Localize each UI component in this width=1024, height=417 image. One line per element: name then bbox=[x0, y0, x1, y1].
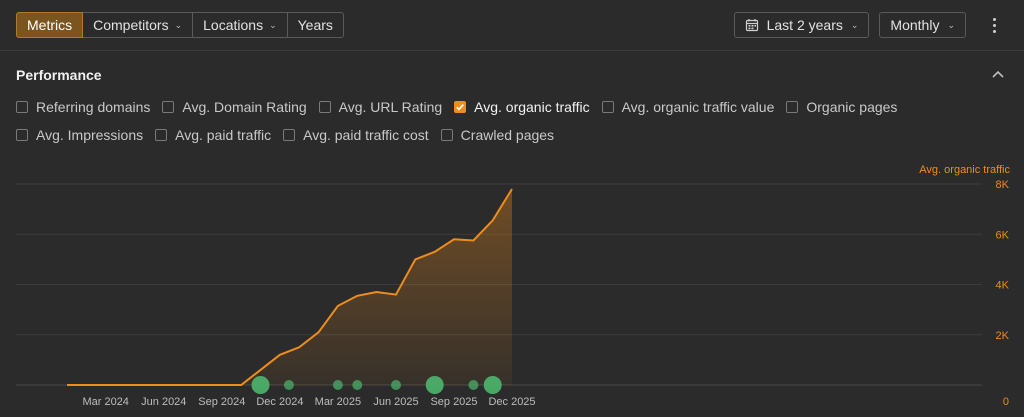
metric-label: Avg. URL Rating bbox=[338, 99, 443, 115]
event-marker[interactable] bbox=[483, 376, 502, 394]
checkbox[interactable] bbox=[16, 129, 28, 141]
toolbar: Metrics Competitors ⌄ Locations ⌄ Years bbox=[0, 0, 1024, 51]
interval-label: Monthly bbox=[890, 17, 940, 33]
metric-referring-domains[interactable]: Referring domains bbox=[16, 99, 150, 115]
y-tick-label: 8K bbox=[996, 179, 1010, 191]
checkbox[interactable] bbox=[601, 101, 614, 113]
interval-dropdown[interactable]: Monthly ⌄ bbox=[879, 12, 966, 38]
series-line bbox=[67, 188, 513, 386]
checkbox[interactable] bbox=[162, 101, 175, 113]
period-dropdown[interactable]: Last 2 years ⌄ bbox=[733, 12, 870, 38]
checkbox[interactable] bbox=[318, 101, 331, 113]
event-marker[interactable] bbox=[283, 380, 294, 390]
organic-traffic-chart: Mar 2024 Jun 2024 Sep 2024 Dec 2024 Mar 2025… bbox=[16, 164, 1010, 408]
metric-crawled-pages[interactable]: Crawled pages bbox=[440, 127, 555, 143]
tab-label: Years bbox=[297, 17, 333, 33]
event-marker[interactable] bbox=[251, 376, 270, 394]
checkbox[interactable] bbox=[16, 101, 28, 113]
x-tick-label: Jun 2024 bbox=[141, 396, 186, 408]
metric-avg-impressions[interactable]: Avg. Impressions bbox=[16, 127, 143, 143]
chevron-down-icon: ⌄ bbox=[269, 19, 277, 30]
event-marker[interactable] bbox=[391, 380, 401, 390]
metric-label: Crawled pages bbox=[460, 127, 555, 143]
more-options-icon[interactable] bbox=[984, 12, 1004, 38]
y-tick-label: 2K bbox=[996, 330, 1010, 342]
chevron-down-icon: ⌄ bbox=[947, 19, 955, 30]
metric-avg-organic-traffic-value[interactable]: Avg. organic traffic value bbox=[601, 99, 775, 115]
metric-avg-domain-rating[interactable]: Avg. Domain Rating bbox=[162, 99, 307, 115]
tab-label: Locations bbox=[203, 17, 264, 33]
chevron-up-icon[interactable] bbox=[990, 66, 1006, 82]
x-tick-label: Jun 2025 bbox=[373, 396, 418, 408]
x-tick-label: Sep 2024 bbox=[198, 396, 245, 408]
metric-avg-paid-traffic[interactable]: Avg. paid traffic bbox=[155, 127, 271, 143]
section-title: Performance bbox=[16, 67, 102, 83]
checkbox[interactable] bbox=[155, 129, 168, 141]
x-tick-label: Dec 2024 bbox=[256, 396, 303, 408]
y-axis-title: Avg. organic traffic bbox=[919, 164, 1010, 176]
chevron-down-icon: ⌄ bbox=[850, 19, 859, 30]
checkmark-icon bbox=[456, 104, 465, 111]
x-tick-label: Mar 2025 bbox=[315, 396, 361, 408]
calendar-icon bbox=[745, 19, 758, 32]
tab-label: Competitors bbox=[93, 17, 169, 33]
checkbox[interactable] bbox=[440, 129, 453, 141]
metric-avg-url-rating[interactable]: Avg. URL Rating bbox=[318, 99, 443, 115]
period-label: Last 2 years bbox=[766, 17, 843, 33]
toolbar-right: Last 2 years ⌄ Monthly ⌄ bbox=[733, 12, 1004, 38]
metrics-row-2: Avg. Impressions Avg. paid traffic Avg. … bbox=[16, 127, 554, 143]
tab-label: Metrics bbox=[27, 17, 73, 33]
metric-label: Avg. organic traffic value bbox=[621, 99, 775, 115]
event-marker[interactable] bbox=[352, 380, 363, 390]
tab-locations[interactable]: Locations ⌄ bbox=[193, 12, 288, 38]
x-tick-label: Dec 2025 bbox=[488, 396, 535, 408]
y-tick-label: 0 bbox=[1003, 396, 1009, 408]
series-area bbox=[67, 189, 512, 385]
metric-label: Avg. Domain Rating bbox=[182, 99, 307, 115]
metric-label: Avg. organic traffic bbox=[474, 99, 590, 115]
checkbox[interactable] bbox=[283, 129, 296, 141]
tab-competitors[interactable]: Competitors ⌄ bbox=[83, 12, 194, 38]
x-tick-label: Mar 2024 bbox=[82, 396, 128, 408]
view-segmented-control: Metrics Competitors ⌄ Locations ⌄ Years bbox=[16, 12, 344, 38]
metric-label: Organic pages bbox=[806, 99, 898, 115]
checkbox[interactable] bbox=[786, 101, 799, 113]
metrics-row-1: Referring domains Avg. Domain Rating Avg… bbox=[16, 99, 897, 115]
tab-metrics[interactable]: Metrics bbox=[16, 12, 84, 38]
chevron-down-icon: ⌄ bbox=[174, 19, 183, 30]
metric-label: Referring domains bbox=[36, 99, 151, 115]
metric-label: Avg. Impressions bbox=[36, 127, 144, 143]
event-marker[interactable] bbox=[332, 380, 343, 390]
y-tick-label: 4K bbox=[996, 280, 1010, 292]
y-tick-label: 6K bbox=[996, 229, 1010, 241]
checkbox-checked[interactable] bbox=[454, 101, 467, 113]
metric-organic-pages[interactable]: Organic pages bbox=[786, 99, 897, 115]
metric-avg-organic-traffic[interactable]: Avg. organic traffic bbox=[454, 99, 590, 115]
x-tick-label: Sep 2025 bbox=[430, 396, 477, 408]
metric-label: Avg. paid traffic cost bbox=[303, 127, 429, 143]
event-marker[interactable] bbox=[425, 376, 444, 394]
metric-label: Avg. paid traffic bbox=[175, 127, 272, 143]
metric-avg-paid-traffic-cost[interactable]: Avg. paid traffic cost bbox=[283, 127, 429, 143]
event-marker[interactable] bbox=[468, 380, 479, 390]
tab-years[interactable]: Years bbox=[287, 12, 344, 38]
